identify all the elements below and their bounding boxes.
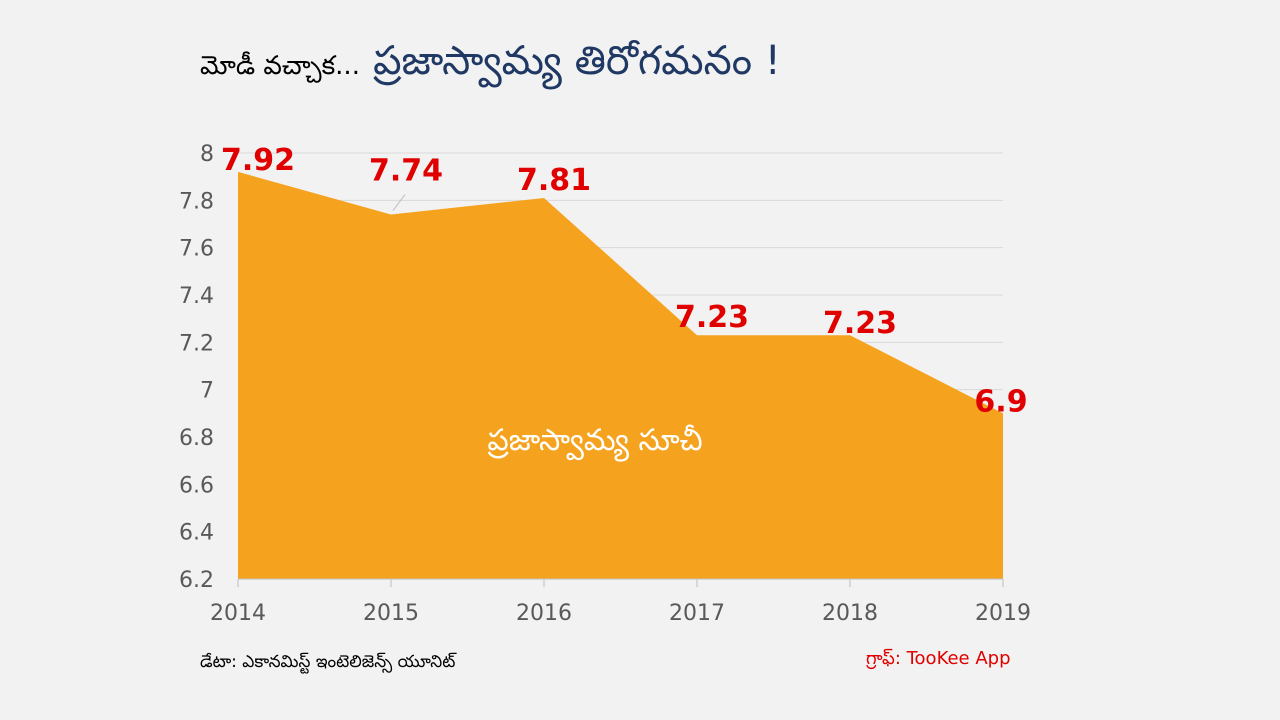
data-labels: 7.92 7.74 7.81 7.23 7.23 6.9 — [221, 143, 1028, 419]
graph-credit: గ్రాఫ్: TooKee App — [866, 648, 1011, 669]
x-tick-label: 2017 — [669, 601, 725, 626]
data-label: 7.23 — [823, 306, 897, 341]
y-tick-label: 6.4 — [179, 521, 214, 546]
y-tick-label: 6.2 — [179, 568, 214, 593]
y-tick-label: 6.6 — [179, 473, 214, 498]
x-tick-label: 2015 — [363, 601, 419, 626]
y-tick-label: 7.2 — [179, 331, 214, 356]
y-tick-label: 7.8 — [179, 189, 214, 214]
x-tick-label: 2016 — [516, 601, 572, 626]
data-label: 7.23 — [675, 300, 749, 335]
leader-line — [392, 194, 406, 211]
data-label: 7.74 — [369, 154, 443, 189]
x-axis: 2014 2015 2016 2017 2018 2019 — [210, 578, 1031, 626]
y-tick-label: 8 — [200, 142, 214, 167]
y-tick-label: 6.8 — [179, 426, 214, 451]
area-fill — [238, 171, 1003, 579]
y-tick-label: 7.6 — [179, 237, 214, 262]
title-main: ప్రజాస్వామ్య తిరోగమనం ! — [373, 38, 781, 84]
title-prefix: మోడీ వచ్చాక... — [200, 51, 360, 81]
data-source: డేటా: ఎకానమిస్ట్ ఇంటెలిజెన్స్ యూనిట్ — [200, 652, 456, 672]
y-tick-label: 7.4 — [179, 284, 214, 309]
data-label: 7.92 — [221, 143, 295, 178]
data-label: 7.81 — [517, 163, 591, 198]
y-axis: 8 7.8 7.6 7.4 7.2 7 6.8 6.6 6.4 6.2 — [179, 142, 214, 593]
chart-title: మోడీ వచ్చాక... ప్రజాస్వామ్య తిరోగమనం ! — [200, 38, 781, 94]
x-tick-label: 2018 — [822, 601, 878, 626]
y-tick-label: 7 — [200, 379, 214, 404]
x-tick-label: 2014 — [210, 601, 266, 626]
series-name-label: ప్రజాస్వామ్య సూచీ — [487, 423, 703, 462]
data-label: 6.9 — [974, 384, 1027, 419]
x-tick-label: 2019 — [975, 601, 1031, 626]
area-series: ప్రజాస్వామ్య సూచీ — [237, 171, 1004, 579]
